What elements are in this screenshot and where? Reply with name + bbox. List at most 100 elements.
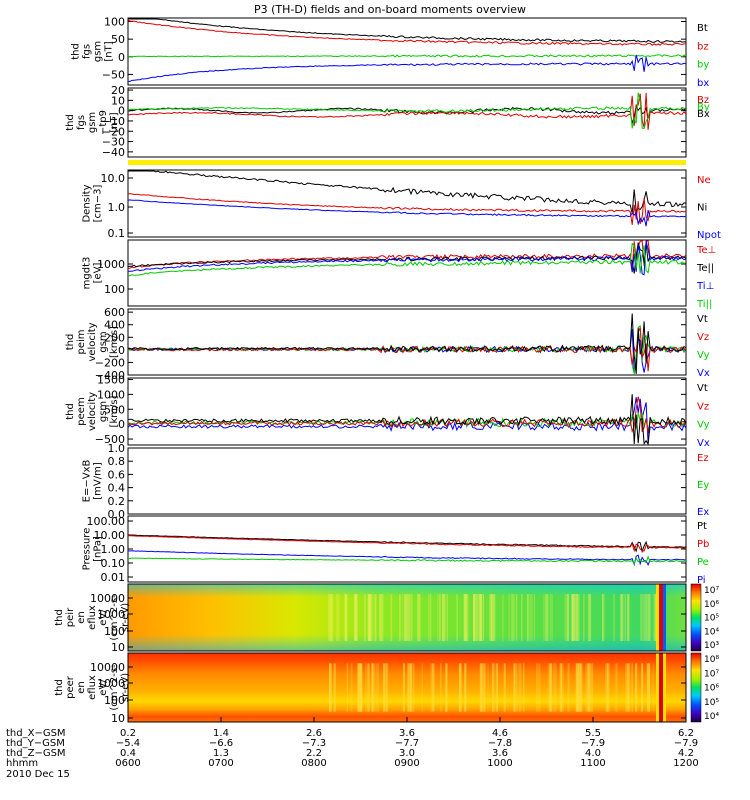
spectrogram-stripe [412,663,415,712]
series-Te-par [128,242,686,274]
panel-frame [127,169,687,238]
legend-by: by [697,60,709,71]
series-Pi [128,550,686,567]
colorbar [690,652,702,723]
y-tick-label: −200 [95,356,125,369]
y-axis-label: Pressure[nPa] [82,528,104,571]
series-Bx [128,103,686,124]
spectrogram-stripe [647,594,651,641]
y-tick-label: −400 [95,369,125,382]
spectrogram-stripe [635,663,638,712]
spectrogram-stripe [368,663,371,712]
legend-Ex: Ex [697,507,709,518]
legend-Ti⊥: Ti⊥ [696,281,714,292]
spectrogram-burst [659,653,663,722]
spectrogram-stripe [521,594,523,641]
spectrogram-stripe [408,594,411,641]
legend-Pi: Pi [697,575,706,586]
date-label: 2010 Dec 15 [6,769,70,780]
y-axis-label-line: sr-eV) [120,673,131,702]
y-tick-label: 1000 [97,608,125,621]
x-tick-label: −7.8 [488,738,512,749]
series-Te-perp [128,240,686,269]
spectrogram-stripe [333,663,337,712]
colorbar-label: 10⁶ [704,600,719,610]
spectrogram-stripe [440,663,442,712]
panel-frame [127,87,687,158]
y-tick-label: 100 [104,694,125,707]
spectrogram-stripe [560,663,563,712]
spectrogram-stripe [572,594,575,641]
spectrogram-stripe [591,663,593,712]
spectrogram-2 [128,653,686,722]
spectrogram-stripe [404,594,406,641]
spectrogram-stripe [588,663,591,712]
spectrogram-stripe [511,594,514,641]
spectrogram-stripe [401,594,404,641]
spectrogram-stripe [367,663,369,712]
spectrogram-stripe [430,663,433,712]
spectrogram-stripe [631,663,633,712]
y-axis-label-line: sr-eV) [120,603,131,632]
spectrogram-stripe [367,594,370,641]
spectrogram-stripe [543,594,545,641]
spectrogram-stripe [356,594,358,641]
spectrogram-stripe [547,663,551,712]
series-Pb [128,535,686,553]
spectrogram-stripe [513,663,515,712]
spectrogram-stripe [515,594,518,641]
legend-Ti||: Ti|| [696,299,712,310]
spectrogram-stripe [587,594,591,641]
spectrogram-stripe [350,663,353,712]
spectrogram-stripe [441,594,444,641]
spectrogram-stripe [328,594,330,641]
legend-Te⊥: Te⊥ [696,245,716,256]
spectrogram-stripe [487,663,489,712]
series-bx [128,54,686,82]
panel-frame [127,239,687,307]
y-tick-label: 0 [118,418,125,431]
y-tick-label: 1000 [97,677,125,690]
spectrogram-stripe [380,594,384,641]
y-tick-label: −40 [102,146,125,159]
y-axis-label-line: velocity [87,392,98,431]
x-tick-label: 1.4 [213,728,229,739]
spectrogram-stripe [489,594,492,641]
spectrogram-stripe [627,663,630,712]
spectrogram-stripe [429,594,432,641]
y-axis-label-line: eflux [87,605,98,630]
spectrogram-stripe [576,663,579,712]
y-tick-label: 50 [111,33,125,46]
spectrogram-stripe [474,594,478,641]
spectrogram-stripe [503,663,506,712]
x-axis-labels: thd_X−GSM 0.2 1.4 2.6 3.6 4.6 5.5 6.2 thd_Y−GSM −… [6,717,699,780]
legend-Ne: Ne [697,175,711,186]
y-axis-label-line: eV/ [98,679,109,696]
y-tick-label: 0.2 [108,495,126,508]
spectrogram-stripe [641,663,643,712]
y-tick-label: 1.0 [108,442,126,455]
y-tick-label: 1000 [97,388,125,401]
y-tick-label: 100 [104,283,125,296]
legend-Npot: Npot [697,230,721,241]
spectrogram-stripe [502,594,504,641]
x-tick-label: 2.6 [306,728,322,739]
spectrogram-shading [128,584,686,651]
x-tick-label: −7.7 [395,738,419,749]
spectrogram-burst [659,584,663,651]
spectrogram-stripe [533,594,536,641]
series-By [128,92,686,130]
series-Vt [128,313,686,375]
spectrogram-stripe [571,594,574,641]
x-tick-label: 0900 [394,758,419,769]
colorbar-label: 10⁷ [704,669,719,679]
spectrogram-stripe [370,663,373,712]
spectrogram-stripe [367,663,370,712]
x-tick-label: 0700 [208,758,233,769]
spectrogram-stripe [372,663,374,712]
y-tick-label: 10000 [90,592,125,605]
spectrogram-stripe [579,663,583,712]
panel-3: 10.0 1.0 0.1 Density[cm−3] Ne Ni Npot [82,169,721,241]
spectrogram-stripe [496,663,499,712]
spectrogram-stripe [489,594,491,641]
